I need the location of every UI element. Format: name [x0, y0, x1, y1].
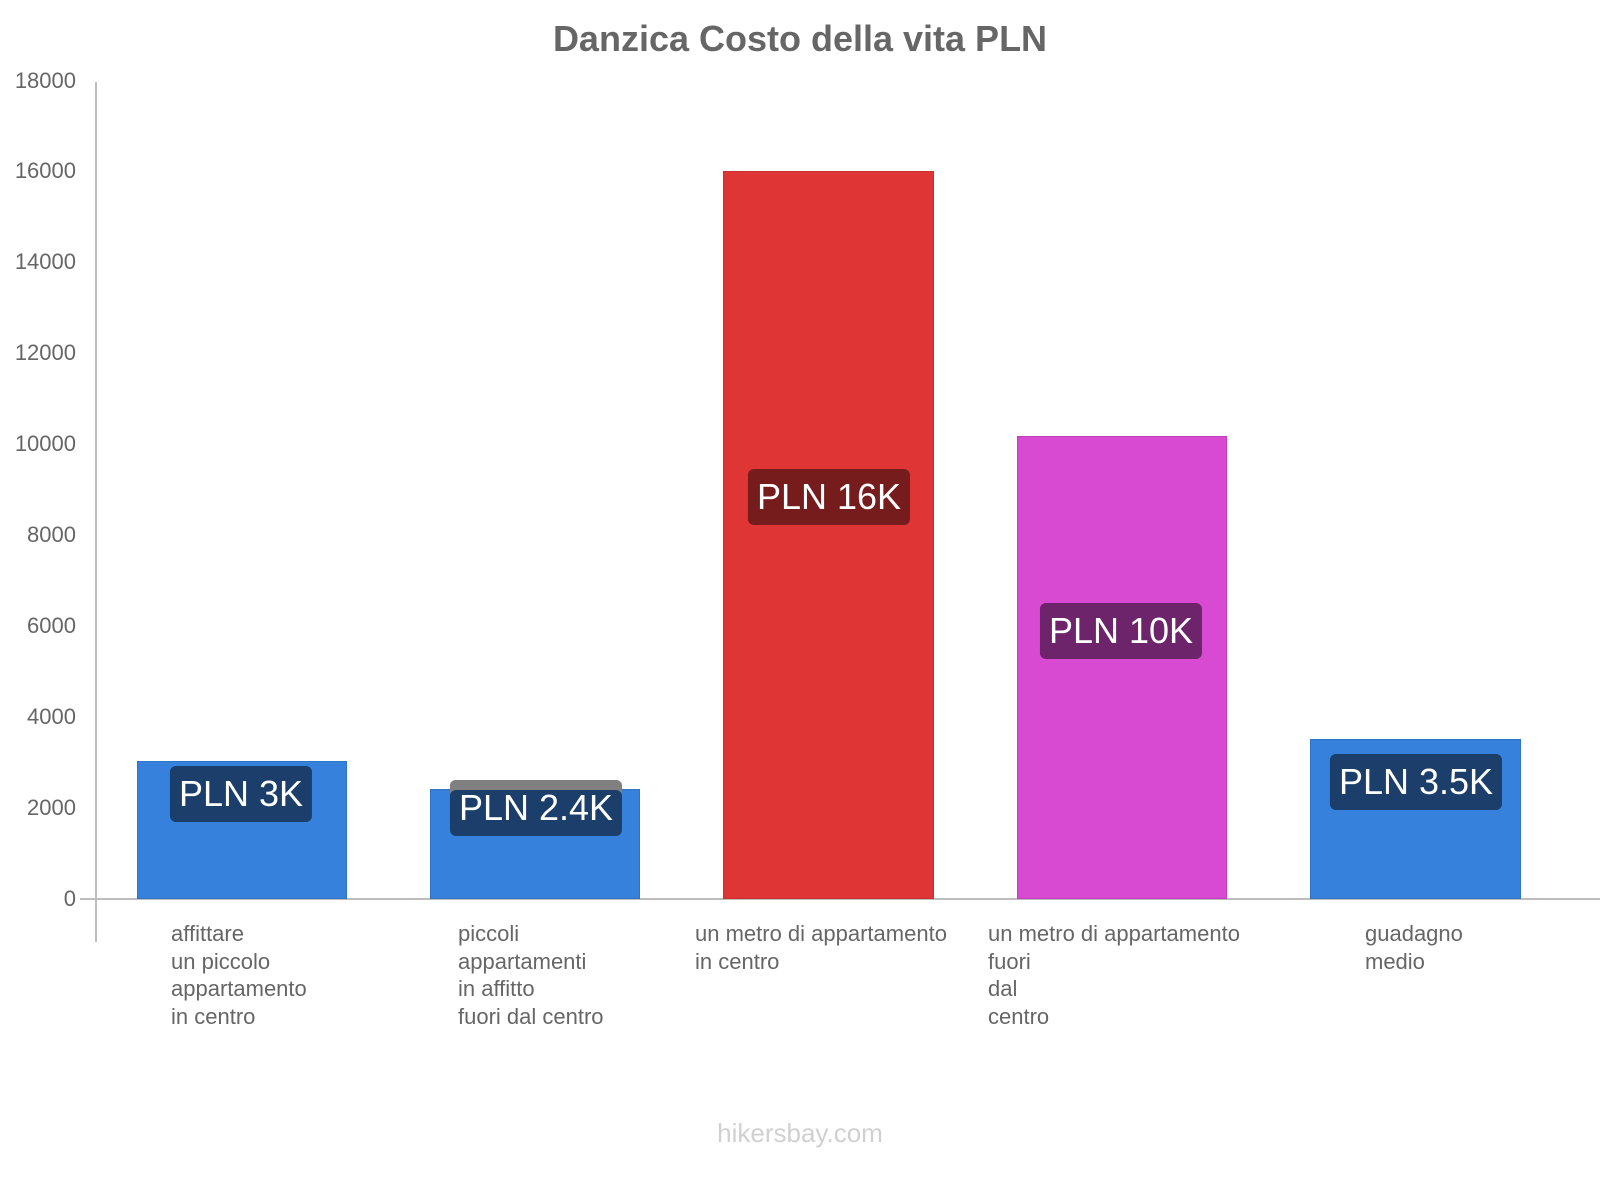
- value-label: PLN 2.4K: [449, 780, 623, 836]
- x-category-label: un metro di appartamento in centro: [695, 921, 947, 974]
- x-category-label: piccoli appartamenti in affitto fuori da…: [458, 921, 604, 1029]
- x-category-label: un metro di appartamento fuori dal centr…: [988, 921, 1240, 1029]
- y-tick-label: 0: [63, 886, 76, 911]
- y-tick-label: 4000: [27, 704, 76, 729]
- value-label: PLN 3.5K: [1329, 754, 1503, 810]
- y-tick-label: 2000: [27, 795, 76, 820]
- y-tick-label: 14000: [14, 249, 76, 274]
- y-tick-label: 10000: [14, 431, 76, 456]
- y-tick-label: 16000: [14, 158, 76, 183]
- y-tick-label: 12000: [14, 340, 76, 365]
- y-tick-label: 6000: [27, 613, 76, 638]
- chart-title: Danzica Costo della vita PLN: [552, 18, 1048, 59]
- source-watermark: hikersbay.com: [717, 1118, 883, 1148]
- y-tick-label: 18000: [14, 68, 76, 93]
- x-category-label: guadagno medio: [1365, 921, 1463, 974]
- bar-sqm-apartment-outside-center[interactable]: [1017, 436, 1227, 899]
- x-axis-line: [80, 898, 1600, 900]
- value-label: PLN 16K: [747, 469, 911, 525]
- y-axis-line: [95, 82, 97, 942]
- value-label: PLN 3K: [169, 766, 313, 822]
- bar-sqm-apartment-center[interactable]: [723, 171, 934, 899]
- y-tick-label: 8000: [27, 522, 76, 547]
- x-category-label: affittare un piccolo appartamento in cen…: [171, 921, 307, 1029]
- value-label: PLN 10K: [1039, 603, 1203, 659]
